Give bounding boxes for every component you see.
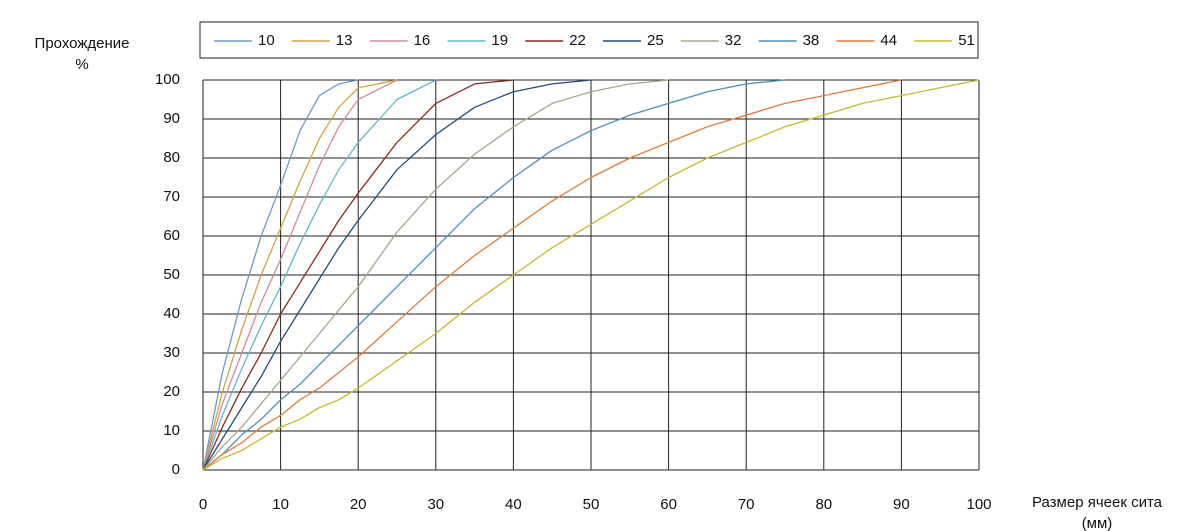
x-tick-label: 90: [893, 496, 910, 513]
y-tick-label: 90: [163, 110, 180, 127]
series-line: [202, 79, 398, 471]
y-tick-label: 30: [163, 344, 180, 361]
x-tick-label: 60: [660, 496, 677, 513]
y-tick-label: 100: [155, 71, 180, 88]
x-tick-label: 0: [199, 496, 207, 513]
series-line: [202, 79, 398, 471]
legend-label: 19: [491, 32, 508, 49]
x-tick-label: 30: [427, 496, 444, 513]
y-tick-label: 20: [163, 383, 180, 400]
series-line: [202, 79, 437, 471]
x-axis-label: Размер ячеек сита: [1032, 494, 1163, 511]
series-line: [202, 79, 786, 471]
y-tick-label: 40: [163, 305, 180, 322]
series-line: [202, 79, 980, 471]
legend-label: 22: [569, 32, 586, 49]
legend-label: 32: [725, 32, 742, 49]
legend-label: 10: [258, 32, 275, 49]
legend-label: 16: [414, 32, 431, 49]
x-tick-label: 20: [350, 496, 367, 513]
y-tick-label: 50: [163, 266, 180, 283]
x-tick-label: 80: [815, 496, 832, 513]
x-tick-label: 70: [738, 496, 755, 513]
x-axis-label: (мм): [1082, 515, 1113, 531]
y-tick-label: 80: [163, 149, 180, 166]
x-tick-label: 100: [966, 496, 991, 513]
series-line: [202, 79, 514, 471]
series-line: [202, 79, 592, 471]
x-tick-label: 40: [505, 496, 522, 513]
y-tick-label: 70: [163, 188, 180, 205]
y-tick-label: 0: [172, 461, 180, 478]
series-line: [202, 79, 669, 471]
x-tick-label: 50: [583, 496, 600, 513]
legend-label: 51: [958, 32, 975, 49]
y-axis-label: Прохождение: [35, 35, 130, 52]
legend-label: 25: [647, 32, 664, 49]
legend-box: [199, 21, 979, 59]
y-tick-label: 10: [163, 422, 180, 439]
series-line: [202, 79, 359, 471]
series-line: [202, 79, 902, 471]
legend-label: 13: [336, 32, 353, 49]
y-tick-label: 60: [163, 227, 180, 244]
legend-label: 44: [880, 32, 897, 49]
legend-label: 38: [803, 32, 820, 49]
x-tick-label: 10: [272, 496, 289, 513]
y-axis-label: %: [75, 56, 88, 73]
